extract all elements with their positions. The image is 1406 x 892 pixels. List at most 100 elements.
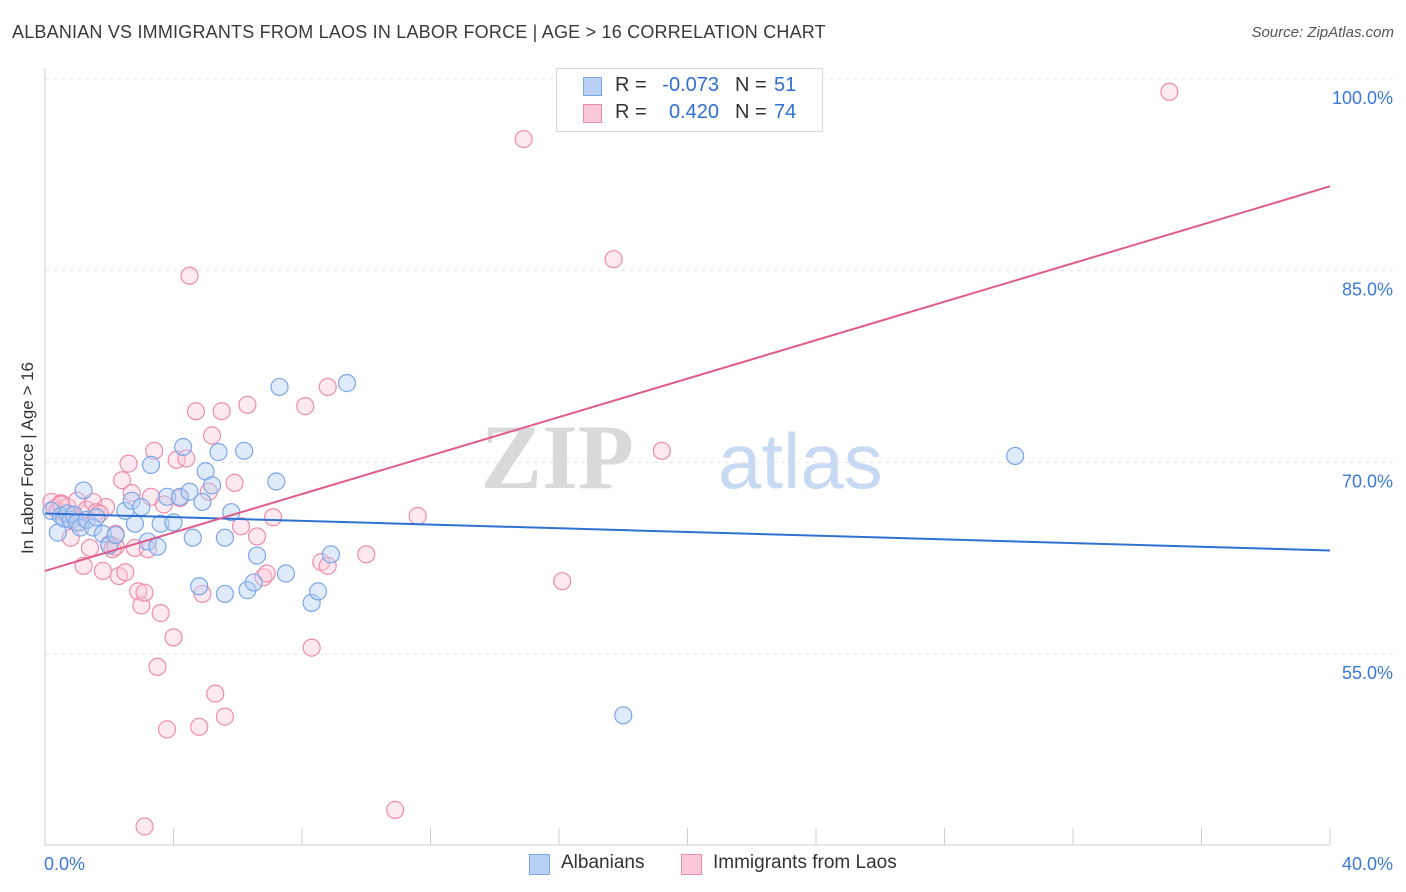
stats-box: R = -0.073 N = 51 R = 0.420 N = 74 xyxy=(556,68,823,132)
stats-row-albanians: R = -0.073 N = 51 xyxy=(557,74,822,100)
laos-point xyxy=(263,508,283,527)
laos-point xyxy=(129,582,148,601)
x-tick-label: 0.0% xyxy=(44,854,85,874)
albanian-point xyxy=(190,577,209,596)
albanian-point xyxy=(157,487,177,506)
n-label: N = xyxy=(735,74,767,96)
laos-point xyxy=(112,471,132,490)
laos-point xyxy=(190,717,209,736)
laos-point xyxy=(151,604,170,623)
albanian-point xyxy=(84,518,103,537)
albanian-point xyxy=(1006,446,1025,466)
laos-point xyxy=(206,684,225,703)
albanian-point xyxy=(122,491,141,510)
albanian-point xyxy=(308,582,328,601)
laos-point xyxy=(296,397,315,416)
y-tick-label: 85.0% xyxy=(1342,280,1393,300)
laos-point xyxy=(238,395,257,414)
albanian-point xyxy=(183,528,202,547)
laos-trend-line xyxy=(44,185,1331,572)
albanian-point xyxy=(276,564,296,583)
r-value: -0.073 xyxy=(662,74,719,96)
axes xyxy=(44,68,1331,846)
albanians-trend-line xyxy=(44,512,1331,552)
laos-point xyxy=(257,564,276,583)
laos-swatch xyxy=(583,104,602,123)
albanian-point xyxy=(202,476,222,495)
laos-point xyxy=(302,638,321,657)
laos-legend-swatch xyxy=(681,854,702,875)
gridlines xyxy=(45,78,1394,655)
albanian-point xyxy=(141,455,161,474)
albanian-point xyxy=(148,537,167,556)
y-tick-label: 55.0% xyxy=(1342,663,1393,683)
laos-point xyxy=(604,250,623,269)
albanian-point xyxy=(132,497,151,517)
y-tick-label: 70.0% xyxy=(1342,471,1393,491)
laos-point xyxy=(186,402,206,421)
laos-point xyxy=(122,483,141,503)
albanian-point xyxy=(614,706,633,725)
source-label: Source: ZipAtlas.com xyxy=(1251,24,1394,41)
watermark-zip: ZIP xyxy=(481,406,634,508)
albanian-point xyxy=(247,546,267,565)
laos-point xyxy=(247,527,267,546)
albanians-legend-swatch xyxy=(529,854,550,875)
albanian-point xyxy=(321,545,341,564)
laos-point xyxy=(553,572,572,591)
chart-title: ALBANIAN VS IMMIGRANTS FROM LAOS IN LABO… xyxy=(12,22,826,42)
laos-point xyxy=(116,563,135,582)
laos-point xyxy=(408,506,427,526)
laos-point xyxy=(93,561,112,581)
laos-point xyxy=(215,707,234,726)
y-axis-label: In Labor Force | Age > 16 xyxy=(18,361,37,555)
n-value: 51 xyxy=(774,74,797,96)
albanian-point xyxy=(302,593,321,612)
r-label: R = xyxy=(615,74,647,96)
albanian-point xyxy=(270,377,289,397)
watermark-atlas: atlas xyxy=(718,417,883,505)
laos-point xyxy=(202,426,222,445)
tick-labels: 55.0% 70.0% 85.0% 100.0% 0.0% 40.0% xyxy=(44,88,1393,874)
r-label: R = xyxy=(615,101,647,123)
laos-point xyxy=(1160,82,1179,101)
albanian-point xyxy=(209,443,228,462)
laos-point xyxy=(212,402,231,421)
albanian-point xyxy=(87,508,106,527)
albanian-point xyxy=(244,573,263,592)
laos-point xyxy=(386,800,405,819)
laos-point xyxy=(119,454,138,473)
albanian-point xyxy=(337,374,357,393)
albanian-point xyxy=(193,492,212,512)
laos-point xyxy=(148,657,167,676)
laos-point xyxy=(225,473,244,492)
albanian-point xyxy=(170,487,190,506)
laos-point xyxy=(180,266,199,285)
laos-point xyxy=(135,817,154,836)
n-value: 74 xyxy=(774,101,797,123)
laos-point xyxy=(357,545,376,564)
laos-point xyxy=(157,720,177,739)
laos-point xyxy=(652,441,671,460)
laos-point xyxy=(231,517,251,536)
albanian-point xyxy=(138,532,157,551)
y-tick-label: 100.0% xyxy=(1332,88,1393,108)
albanians-swatch xyxy=(583,77,602,96)
laos-point xyxy=(318,556,337,575)
albanian-point xyxy=(215,528,234,547)
laos-point xyxy=(80,538,100,558)
albanian-point xyxy=(74,481,93,500)
r-value: 0.420 xyxy=(668,101,719,123)
albanian-point xyxy=(106,526,125,545)
laos-point xyxy=(164,628,183,647)
x-tick-label: 40.0% xyxy=(1342,854,1393,874)
albanian-point xyxy=(267,472,286,491)
laos-point xyxy=(177,449,196,468)
n-label: N = xyxy=(735,101,767,123)
laos-point xyxy=(135,583,154,602)
legend-label: Immigrants from Laos xyxy=(713,852,897,873)
albanian-point xyxy=(180,482,199,501)
legend-label: Albanians xyxy=(561,852,645,873)
albanian-point xyxy=(125,514,145,533)
